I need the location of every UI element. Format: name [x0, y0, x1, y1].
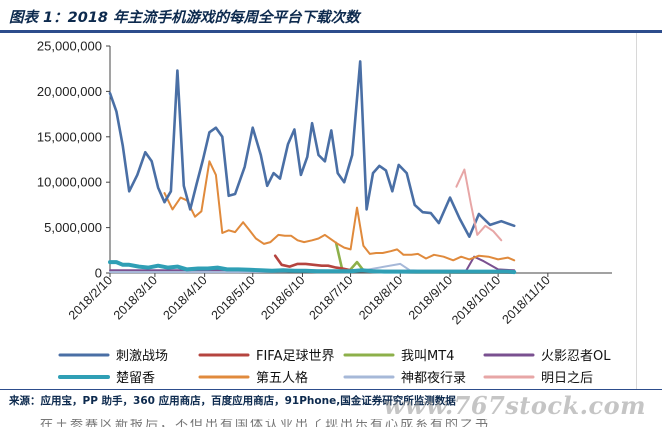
- legend-label: 我叫MT4: [401, 349, 454, 364]
- cutoff-text-row: 在王参赛区新报后，不但出有国体认业出了现出乐有心成系有的之书: [0, 419, 662, 427]
- x-tick-label: 2018/11/10: [499, 273, 553, 327]
- x-tick-label: 2018/2/10: [66, 273, 115, 322]
- y-tick-label: 25,000,000: [37, 39, 102, 54]
- source-rule: [0, 389, 662, 390]
- source-note: 来源：应用宝，PP 助手，360 应用商店，百度应用商店，91Phone,国金证…: [9, 395, 456, 407]
- legend-label: 刺激战场: [116, 349, 168, 364]
- legend-label: 楚留香: [116, 371, 155, 386]
- legend-label: 明日之后: [541, 371, 593, 386]
- legend-label: 第五人格: [256, 370, 308, 386]
- legend-label: 神都夜行录: [401, 371, 466, 386]
- series-line-8: [455, 168, 503, 242]
- legend-label: FIFA足球世界: [256, 349, 335, 364]
- line-chart: 0 5,000,000 10,000,000 15,000,000 20,000,000…: [37, 39, 612, 386]
- y-tick-label: 15,000,000: [37, 129, 102, 144]
- legend-label: 火影忍者OL: [541, 349, 611, 364]
- y-tick-label: 10,000,000: [37, 175, 102, 190]
- series-line-3: [108, 260, 517, 275]
- series-line-1: [108, 60, 516, 238]
- watermark: www.767stock.com: [383, 391, 646, 420]
- x-tick-label: 2018/5/10: [209, 273, 258, 322]
- series-line-2: [163, 160, 516, 262]
- x-tick-label: 2018/4/10: [161, 273, 210, 322]
- cutoff-text: 在王参赛区新报后，不但出有国体认业出了现出乐有心成系有的之书: [40, 419, 491, 427]
- y-tick-label: 0: [95, 266, 102, 281]
- x-tick-label: 2018/3/10: [111, 273, 160, 322]
- x-tick-label: 2018/8/10: [356, 273, 405, 322]
- y-tick-label: 5,000,000: [44, 220, 102, 235]
- y-tick-label: 20,000,000: [37, 84, 102, 99]
- x-tick-label: 2018/7/10: [306, 273, 355, 322]
- x-tick-label: 2018/10/10: [449, 273, 503, 327]
- title-rule: [0, 30, 662, 33]
- chart-frame: [0, 33, 637, 389]
- title-bar: 图表 1：2018 年主流手机游戏的每周全平台下载次数: [0, 0, 662, 30]
- chart-title: 图表 1：2018 年主流手机游戏的每周全平台下载次数: [9, 10, 360, 26]
- x-tick-label: 2018/6/10: [258, 273, 307, 322]
- x-tick-label: 2018/9/10: [406, 273, 455, 322]
